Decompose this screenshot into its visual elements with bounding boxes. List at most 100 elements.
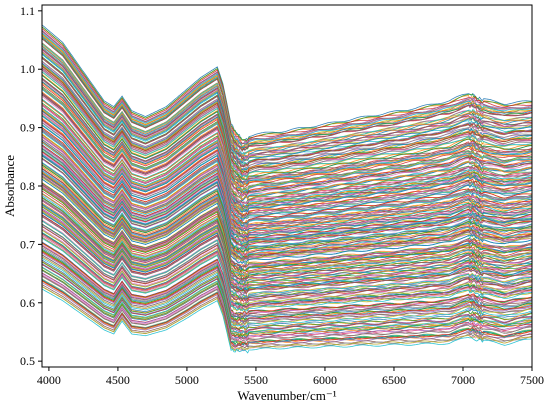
- spectrum-line: [42, 186, 532, 272]
- spectrum-line: [42, 205, 532, 288]
- spectrum-line: [42, 274, 532, 343]
- spectrum-line: [42, 122, 532, 219]
- spectrum-line: [42, 144, 532, 238]
- series-lines: [42, 24, 532, 354]
- spectrum-line: [42, 151, 532, 242]
- x-tick-label: 5500: [244, 373, 268, 387]
- spectrum-line: [42, 131, 532, 228]
- spectrum-line: [42, 173, 532, 261]
- spectrum-line: [42, 127, 532, 225]
- spectrum-line: [42, 82, 532, 187]
- spectrum-line: [42, 282, 532, 348]
- spectrum-line: [42, 196, 532, 281]
- spectrum-line: [42, 168, 532, 256]
- spectrum-line: [42, 190, 532, 275]
- spectrum-line: [42, 235, 532, 311]
- spectrum-line: [42, 237, 532, 312]
- spectrum-line: [42, 259, 532, 331]
- spectrum-line: [42, 148, 532, 239]
- y-tick-label: 0.5: [20, 354, 35, 368]
- spectrum-line: [42, 79, 532, 186]
- spectrum-line: [42, 247, 532, 318]
- y-axis-label: Absorbance: [2, 155, 17, 217]
- spectrum-line: [42, 102, 532, 204]
- spectrum-line: [42, 129, 532, 227]
- spectrum-line: [42, 171, 532, 260]
- y-tick-label: 0.9: [20, 121, 35, 135]
- x-tick-label: 4000: [37, 373, 61, 387]
- x-tick-label: 6000: [313, 373, 337, 387]
- spectrum-line: [42, 94, 532, 197]
- spectrum-line: [42, 93, 532, 197]
- spectrum-line: [42, 233, 532, 308]
- x-tick-label: 7500: [520, 373, 544, 387]
- spectrum-line: [42, 35, 532, 150]
- spectrum-line: [42, 257, 532, 328]
- spectrum-line: [42, 37, 532, 150]
- spectrum-line: [42, 225, 532, 301]
- spectrum-line: [42, 64, 532, 175]
- spectrum-line: [42, 69, 532, 178]
- spectrum-line: [42, 30, 532, 145]
- y-tick-label: 0.8: [20, 179, 35, 193]
- spectrum-line: [42, 224, 532, 301]
- spectrum-line: [42, 53, 532, 164]
- spectrum-line: [42, 193, 532, 276]
- spectrum-line: [42, 137, 532, 231]
- y-tick-label: 0.6: [20, 296, 35, 310]
- spectrum-line: [42, 52, 532, 161]
- spectrum-line: [42, 99, 532, 201]
- spectrum-line: [42, 95, 532, 197]
- spectrum-line: [42, 154, 532, 246]
- spectrum-line: [42, 38, 532, 153]
- spectrum-line: [42, 150, 532, 242]
- spectrum-line: [42, 81, 532, 185]
- spectrum-line: [42, 71, 532, 179]
- spectrum-line: [42, 212, 532, 292]
- spectrum-line: [42, 272, 532, 340]
- x-tick-label: 7000: [451, 373, 475, 387]
- spectrum-line: [42, 158, 532, 248]
- spectrum-line: [42, 24, 532, 141]
- spectrum-line: [42, 188, 532, 273]
- spectrum-line: [42, 74, 532, 181]
- x-tick-label: 5000: [175, 373, 199, 387]
- plot-area: [42, 24, 532, 354]
- spectrum-line: [42, 170, 532, 258]
- spectrum-line: [42, 113, 532, 213]
- spectrum-line: [42, 155, 532, 247]
- x-axis-ticks: 4000 4500 5000 5500 6000 6500 7000 7500: [37, 367, 544, 387]
- spectrum-line: [42, 34, 532, 148]
- spectrum-line: [42, 220, 532, 299]
- spectrum-line: [42, 45, 532, 160]
- spectrum-line: [42, 200, 532, 281]
- spectrum-line: [42, 141, 532, 236]
- spectrum-line: [42, 269, 532, 338]
- spectrum-line: [42, 206, 532, 286]
- y-tick-label: 1.0: [20, 62, 35, 76]
- spectrum-line: [42, 134, 532, 231]
- spectrum-line: [42, 66, 532, 176]
- spectrum-line: [42, 118, 532, 217]
- spectrum-line: [42, 280, 532, 347]
- spectrum-line: [42, 264, 532, 335]
- spectrum-line: [42, 288, 532, 354]
- spectrum-line: [42, 84, 532, 188]
- spectrum-line: [42, 244, 532, 318]
- spectrum-line: [42, 263, 532, 333]
- spectrum-line: [42, 254, 532, 326]
- x-axis-label: Wavenumber/cm⁻¹: [237, 388, 336, 403]
- spectrum-line: [42, 57, 532, 168]
- spectrum-line: [42, 107, 532, 208]
- spectrum-line: [42, 62, 532, 171]
- spectrum-line: [42, 242, 532, 316]
- spectrum-line: [42, 130, 532, 227]
- y-tick-label: 0.7: [20, 237, 35, 251]
- spectrum-line: [42, 270, 532, 339]
- spectrum-line: [42, 245, 532, 320]
- spectrum-line: [42, 248, 532, 320]
- spectrum-line: [42, 178, 532, 265]
- spectrum-line: [42, 124, 532, 221]
- spectrum-line: [42, 161, 532, 250]
- spectrum-line: [42, 286, 532, 351]
